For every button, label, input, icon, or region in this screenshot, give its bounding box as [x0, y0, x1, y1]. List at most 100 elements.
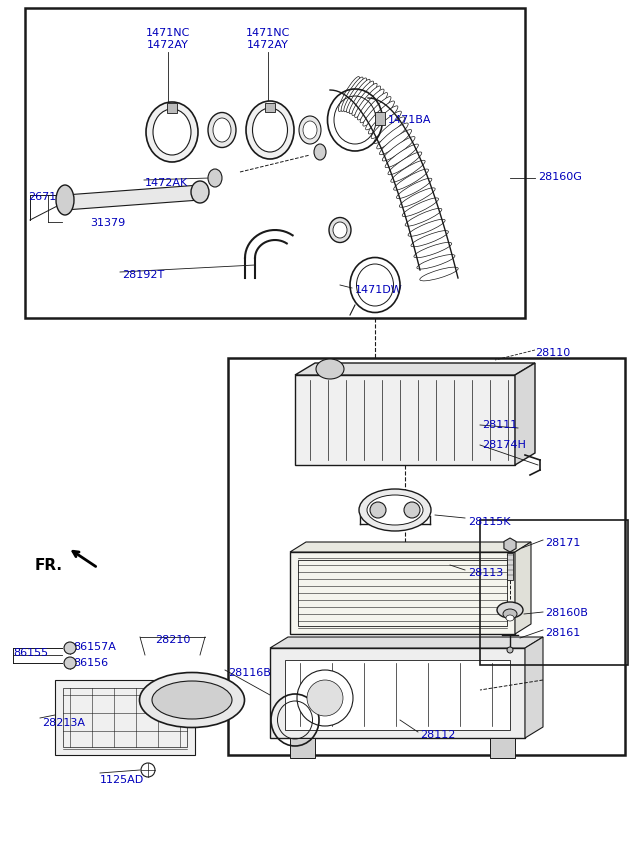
Ellipse shape	[414, 243, 452, 258]
Ellipse shape	[497, 602, 523, 618]
Ellipse shape	[316, 359, 344, 379]
Text: 28112: 28112	[420, 730, 456, 740]
Ellipse shape	[153, 109, 191, 155]
Circle shape	[297, 670, 353, 726]
Polygon shape	[55, 680, 195, 755]
Polygon shape	[65, 185, 200, 210]
Text: 28213A: 28213A	[42, 718, 85, 728]
Polygon shape	[515, 542, 531, 634]
Polygon shape	[525, 637, 543, 738]
Ellipse shape	[355, 86, 381, 118]
Text: 1125AD: 1125AD	[100, 775, 144, 785]
Ellipse shape	[365, 101, 394, 130]
Polygon shape	[290, 552, 515, 634]
Ellipse shape	[382, 137, 415, 161]
Ellipse shape	[411, 231, 449, 247]
Circle shape	[370, 502, 386, 518]
Text: 28115K: 28115K	[468, 517, 511, 527]
Circle shape	[404, 502, 420, 518]
Text: 31379: 31379	[90, 218, 125, 228]
Text: 1471NC
1472AY: 1471NC 1472AY	[246, 28, 290, 49]
Ellipse shape	[420, 267, 458, 281]
Polygon shape	[504, 538, 516, 552]
Text: 28111: 28111	[482, 420, 517, 430]
Ellipse shape	[208, 169, 222, 187]
Ellipse shape	[417, 254, 455, 269]
Text: 28171: 28171	[545, 538, 580, 548]
Ellipse shape	[377, 123, 408, 149]
Ellipse shape	[503, 609, 517, 619]
Ellipse shape	[359, 489, 431, 531]
Text: 28113: 28113	[468, 568, 503, 578]
Ellipse shape	[344, 78, 367, 112]
Ellipse shape	[394, 169, 429, 190]
Ellipse shape	[246, 101, 294, 159]
Text: FR.: FR.	[35, 558, 63, 573]
Bar	[480, 520, 628, 665]
Text: 86155: 86155	[13, 648, 48, 658]
Ellipse shape	[352, 83, 377, 115]
Polygon shape	[270, 648, 525, 738]
Ellipse shape	[385, 144, 419, 168]
Ellipse shape	[152, 681, 232, 719]
Circle shape	[307, 680, 343, 716]
Text: 1472AK: 1472AK	[145, 178, 188, 188]
Ellipse shape	[369, 106, 398, 134]
Polygon shape	[490, 738, 515, 758]
Ellipse shape	[507, 647, 513, 653]
Ellipse shape	[329, 217, 351, 243]
Polygon shape	[290, 542, 531, 552]
Ellipse shape	[380, 130, 412, 154]
Ellipse shape	[397, 178, 432, 198]
Ellipse shape	[56, 185, 74, 215]
Ellipse shape	[140, 672, 244, 728]
Ellipse shape	[299, 116, 321, 144]
Bar	[63, 688, 187, 747]
Text: 1471BA: 1471BA	[388, 115, 431, 125]
Ellipse shape	[339, 76, 360, 111]
Text: 1471NC
1472AY: 1471NC 1472AY	[146, 28, 190, 49]
Text: 26710: 26710	[28, 192, 63, 202]
Ellipse shape	[374, 117, 404, 143]
Ellipse shape	[506, 615, 514, 621]
Text: 28161: 28161	[545, 628, 580, 638]
Polygon shape	[515, 363, 535, 465]
Polygon shape	[270, 637, 543, 648]
Text: 28160G: 28160G	[538, 172, 582, 182]
Ellipse shape	[253, 108, 287, 152]
Text: 86157A: 86157A	[73, 642, 116, 652]
Polygon shape	[290, 738, 315, 758]
Ellipse shape	[388, 152, 422, 175]
Ellipse shape	[363, 97, 391, 126]
Text: 1471DW: 1471DW	[355, 285, 403, 295]
Bar	[507, 553, 513, 580]
Ellipse shape	[346, 80, 370, 113]
Bar	[167, 103, 177, 113]
Ellipse shape	[403, 198, 438, 216]
Ellipse shape	[408, 220, 445, 237]
Ellipse shape	[208, 113, 236, 148]
Ellipse shape	[191, 181, 209, 203]
Polygon shape	[295, 363, 535, 375]
Ellipse shape	[367, 495, 423, 525]
Text: 28110: 28110	[535, 348, 570, 358]
Ellipse shape	[146, 102, 198, 162]
Bar	[228, 358, 625, 755]
Bar	[298, 560, 507, 626]
Bar	[265, 103, 275, 112]
Text: 28174H: 28174H	[482, 440, 526, 450]
Text: 28192T: 28192T	[122, 270, 164, 280]
Text: 28210: 28210	[156, 635, 191, 645]
Ellipse shape	[349, 81, 374, 114]
Ellipse shape	[391, 160, 425, 182]
Ellipse shape	[303, 121, 317, 139]
Polygon shape	[295, 375, 515, 465]
Ellipse shape	[314, 144, 326, 160]
Ellipse shape	[341, 77, 363, 111]
Ellipse shape	[213, 118, 231, 142]
Bar	[375, 112, 385, 125]
Text: 86156: 86156	[73, 658, 108, 668]
Ellipse shape	[371, 111, 401, 138]
Circle shape	[64, 642, 76, 654]
Text: 28116B: 28116B	[228, 668, 271, 678]
